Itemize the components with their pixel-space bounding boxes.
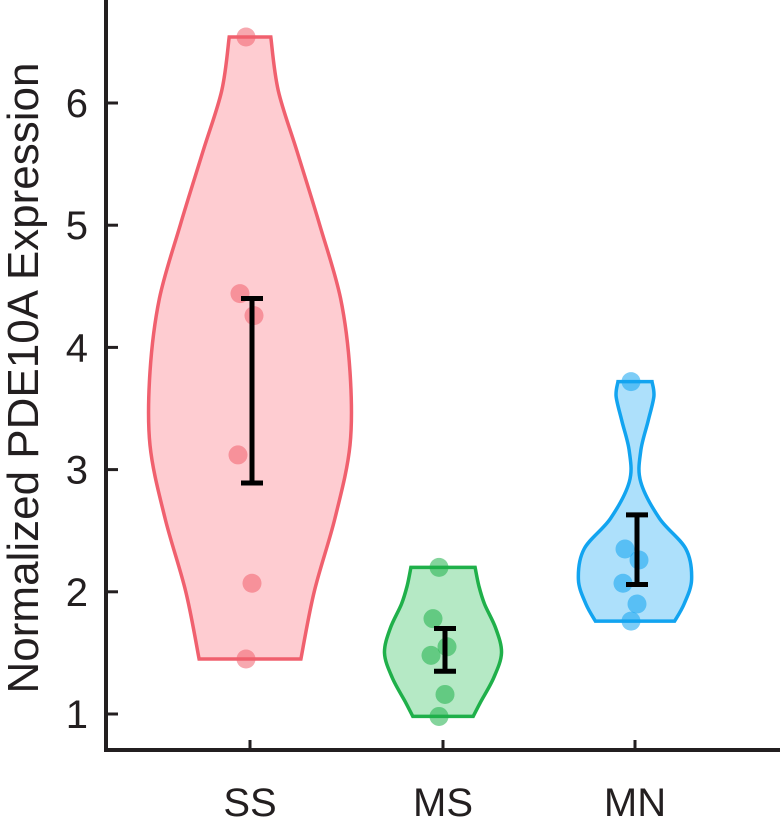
data-point [242,573,262,593]
y-ticks: 1 2 3 4 5 6 [66,82,118,737]
data-point [421,645,441,665]
y-tick-label: 2 [66,571,88,615]
y-tick-label: 5 [66,204,88,248]
y-tick-label: 4 [66,326,88,370]
y-tick-label: 6 [66,82,88,126]
data-point [429,706,449,726]
data-point [423,609,443,629]
violin-group-mn [576,372,694,631]
data-point [435,684,455,704]
data-point [429,557,449,577]
plot-area [146,27,694,726]
data-point [621,611,641,631]
y-tick-label: 1 [66,693,88,737]
x-ticks: SS MS MN [223,740,666,818]
data-point [236,27,256,47]
data-point [627,594,647,614]
y-tick-label: 3 [66,449,88,493]
data-point [228,445,248,465]
data-point [613,573,633,593]
x-tick-label-mn: MN [604,781,666,818]
data-point [236,649,256,669]
data-point [615,539,635,559]
x-tick-label-ss: SS [223,781,276,818]
violin-group-ss [146,27,354,669]
x-tick-label-ms: MS [413,781,473,818]
violin-group-ms [382,557,504,726]
violin-body [576,379,694,623]
y-axis-label: Normalized PDE10A Expression [0,63,48,694]
data-point [621,372,641,392]
